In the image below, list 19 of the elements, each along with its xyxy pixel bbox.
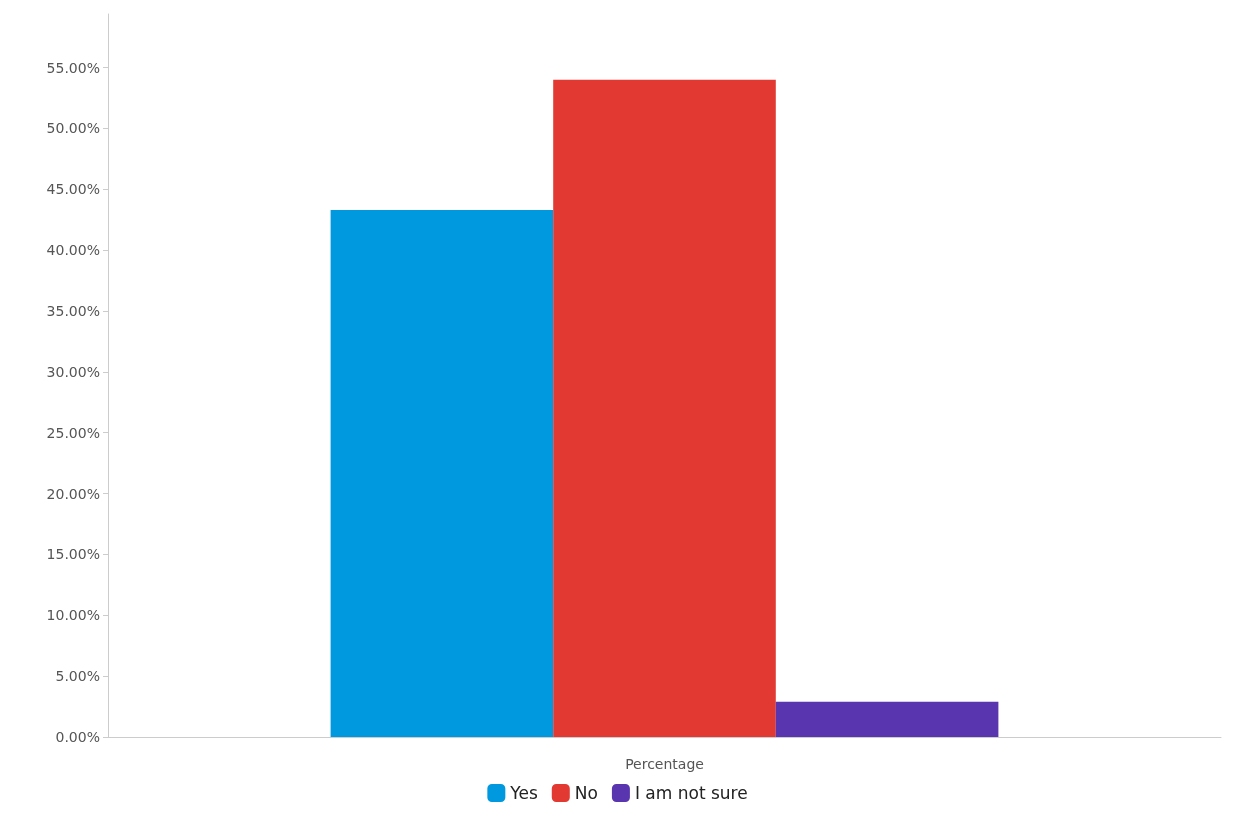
y-tick-label: 5.00% <box>55 668 100 685</box>
y-tick-label: 0.00% <box>55 729 100 745</box>
y-tick-label: 50.00% <box>46 120 100 137</box>
bar <box>330 209 554 737</box>
bar <box>775 701 999 737</box>
legend-label: No <box>574 783 598 803</box>
y-tick-label: 10.00% <box>46 607 100 624</box>
y-tick-label: 45.00% <box>46 181 100 198</box>
x-tick-label: Percentage <box>625 756 704 772</box>
y-tick-label: 30.00% <box>46 363 100 380</box>
y-tick-label: 15.00% <box>46 546 100 563</box>
legend-label: I am not sure <box>634 783 748 803</box>
y-tick-label: 20.00% <box>46 485 100 502</box>
y-tick-label: 25.00% <box>46 424 100 441</box>
y-tick-label: 55.00% <box>46 59 100 76</box>
y-tick-label: 35.00% <box>46 302 100 319</box>
legend-label: Yes <box>509 783 538 803</box>
bar <box>553 79 776 737</box>
y-tick-label: 40.00% <box>46 242 100 259</box>
